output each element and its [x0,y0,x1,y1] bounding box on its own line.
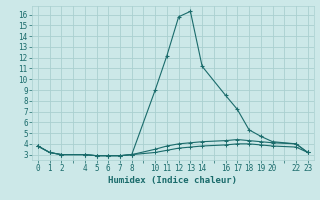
X-axis label: Humidex (Indice chaleur): Humidex (Indice chaleur) [108,176,237,185]
